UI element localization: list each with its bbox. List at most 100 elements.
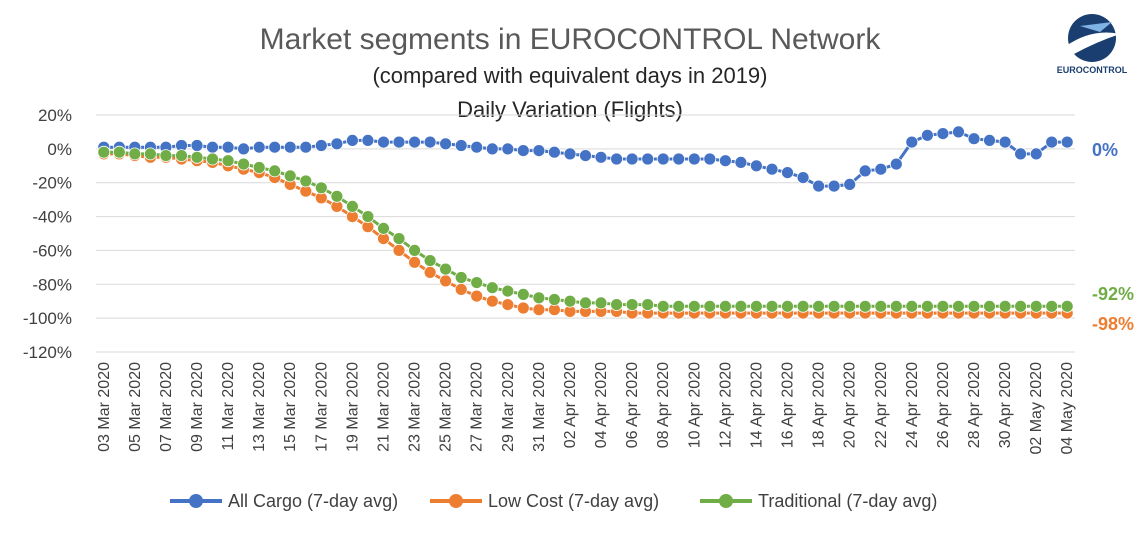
data-point — [454, 271, 468, 284]
logo-swoosh-icon — [1066, 32, 1120, 54]
data-point — [314, 181, 328, 195]
data-point — [1014, 147, 1027, 161]
legend-label: Low Cost (7-day avg) — [488, 491, 659, 511]
data-point — [501, 142, 515, 156]
legend-label: All Cargo (7-day avg) — [228, 491, 398, 511]
data-point — [470, 289, 484, 303]
data-point — [765, 299, 779, 313]
data-point — [796, 171, 810, 185]
data-point — [112, 145, 126, 159]
x-tick-label: 05 Mar 2020 — [127, 362, 144, 452]
data-point — [252, 161, 266, 174]
legend-marker — [189, 494, 203, 508]
data-point — [501, 298, 515, 312]
end-labels: 0% -92% -98% — [1092, 140, 1134, 334]
data-point — [408, 255, 422, 269]
data-point — [858, 164, 872, 178]
data-point — [936, 299, 950, 313]
series-group — [97, 125, 1074, 320]
y-tick-label: 20% — [38, 106, 72, 125]
data-point — [905, 135, 919, 149]
data-point — [983, 299, 996, 313]
data-point — [812, 299, 825, 313]
data-point — [175, 149, 188, 163]
data-point — [952, 299, 965, 313]
x-tick-label: 03 Mar 2020 — [96, 362, 113, 452]
data-point — [143, 147, 157, 161]
y-tick-label: -20% — [32, 174, 72, 193]
x-tick-label: 06 Apr 2020 — [624, 362, 641, 448]
data-point — [703, 152, 717, 166]
data-point — [516, 287, 530, 301]
data-point — [221, 140, 235, 154]
x-tick-label: 02 Apr 2020 — [562, 362, 579, 448]
data-point — [408, 135, 422, 149]
data-point — [299, 140, 313, 154]
data-point — [750, 159, 763, 173]
data-point — [1029, 299, 1043, 313]
data-point — [252, 140, 266, 154]
data-point — [874, 162, 888, 176]
x-tick-label: 26 Apr 2020 — [935, 362, 952, 448]
data-point — [439, 274, 453, 288]
x-axis: 03 Mar 2020 05 Mar 2020 07 Mar 2020 09 Mar … — [96, 362, 1076, 455]
data-point — [408, 243, 422, 257]
data-point — [656, 299, 670, 313]
legend: All Cargo (7-day avg) Low Cost (7-day avg… — [170, 491, 937, 511]
x-tick-label: 17 Mar 2020 — [313, 362, 330, 452]
chart-title: Market segments in EUROCONTROL Network — [260, 23, 882, 56]
data-point — [827, 299, 841, 313]
x-tick-label: 04 Apr 2020 — [593, 362, 610, 448]
data-point — [470, 276, 484, 290]
x-tick-label: 18 Apr 2020 — [811, 362, 828, 448]
y-tick-label: -80% — [32, 275, 72, 294]
data-point — [516, 144, 530, 158]
y-tick-label: -100% — [23, 309, 72, 328]
data-point — [532, 291, 546, 305]
data-point — [1014, 299, 1027, 313]
data-point — [283, 140, 297, 154]
x-tick-label: 09 Mar 2020 — [189, 362, 206, 452]
x-tick-label: 19 Mar 2020 — [344, 362, 361, 452]
data-point — [641, 298, 655, 312]
data-point — [594, 150, 608, 164]
end-value-label: -98% — [1092, 314, 1134, 334]
data-point — [423, 135, 437, 149]
data-point — [843, 177, 857, 191]
data-point — [983, 133, 996, 147]
logo-wing-icon — [1080, 22, 1112, 32]
data-point — [843, 299, 857, 313]
data-point — [314, 139, 328, 152]
data-point — [470, 140, 484, 154]
data-point — [548, 293, 561, 306]
data-point — [268, 164, 282, 178]
data-point — [1029, 147, 1043, 161]
data-point — [330, 137, 344, 151]
logo-text: EUROCONTROL — [1057, 65, 1128, 75]
data-point — [190, 139, 204, 152]
data-point — [563, 294, 577, 308]
data-point — [1045, 135, 1059, 149]
data-point — [283, 169, 297, 183]
data-point — [998, 135, 1012, 149]
data-point — [625, 298, 639, 312]
data-point — [734, 299, 748, 313]
data-point — [936, 127, 950, 141]
data-point — [439, 262, 453, 276]
x-tick-label: 25 Mar 2020 — [438, 362, 455, 452]
data-point — [625, 152, 639, 166]
data-point — [610, 152, 623, 166]
data-point — [858, 299, 872, 313]
data-point — [377, 135, 390, 149]
series-1 — [97, 147, 1074, 320]
data-point — [563, 147, 577, 161]
legend-label: Traditional (7-day avg) — [758, 491, 937, 511]
data-point — [610, 298, 623, 312]
data-point — [361, 210, 375, 224]
data-point — [1045, 299, 1059, 313]
data-point — [548, 145, 561, 159]
data-point — [579, 296, 592, 310]
x-tick-label: 22 Apr 2020 — [873, 362, 890, 448]
data-point — [392, 243, 406, 257]
data-point — [299, 174, 313, 188]
